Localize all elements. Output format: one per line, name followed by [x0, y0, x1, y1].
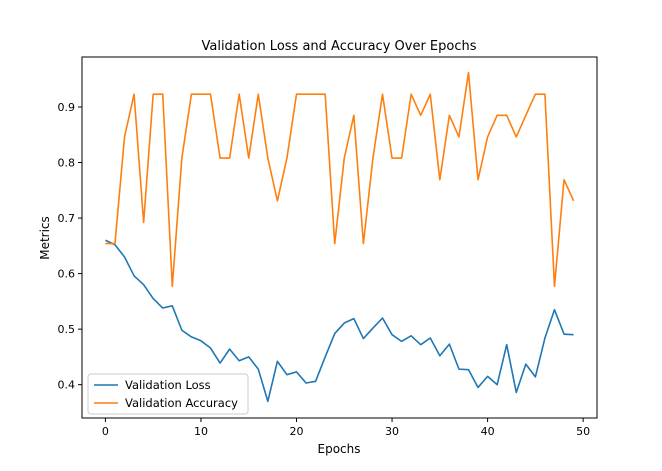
chart-title: Validation Loss and Accuracy Over Epochs — [201, 39, 476, 54]
y-axis: 0.4 0.5 0.6 0.7 0.8 0.9 — [58, 101, 82, 392]
y-tick-label: 0.9 — [58, 101, 76, 114]
y-tick-label: 0.6 — [58, 268, 76, 281]
legend: Validation Loss Validation Accuracy — [87, 373, 249, 415]
plot-frame — [81, 56, 598, 419]
x-axis: 0 10 20 30 40 50 — [102, 418, 590, 438]
y-tick-label: 0.8 — [58, 157, 76, 170]
x-tick-label: 50 — [576, 425, 590, 438]
series-line-validation-loss — [105, 239, 574, 403]
legend-label: Validation Loss — [125, 378, 211, 392]
x-tick-label: 10 — [194, 425, 208, 438]
legend-box — [87, 373, 249, 415]
x-tick-label: 20 — [290, 425, 304, 438]
series-lines — [105, 71, 575, 403]
x-tick-label: 40 — [481, 425, 495, 438]
x-tick-label: 0 — [102, 425, 109, 438]
y-axis-label: Metrics — [38, 216, 52, 260]
x-axis-label: Epochs — [318, 442, 361, 456]
y-tick-label: 0.4 — [58, 379, 76, 392]
x-tick-label: 30 — [385, 425, 399, 438]
legend-label: Validation Accuracy — [125, 396, 238, 410]
y-tick-label: 0.5 — [58, 323, 76, 336]
series-line-validation-accuracy — [105, 71, 575, 288]
y-tick-label: 0.7 — [58, 212, 76, 225]
